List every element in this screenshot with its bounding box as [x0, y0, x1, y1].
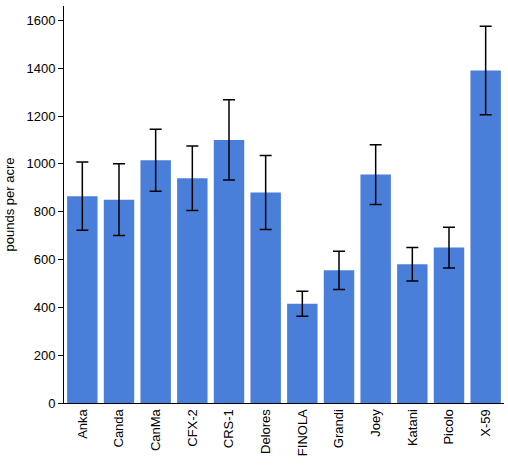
- svg-text:1400: 1400: [26, 61, 55, 76]
- svg-text:Canda: Canda: [111, 408, 126, 447]
- svg-text:CanMa: CanMa: [148, 408, 163, 451]
- svg-text:CFX-2: CFX-2: [185, 409, 200, 447]
- svg-text:800: 800: [34, 204, 56, 219]
- svg-text:FINOLA: FINOLA: [295, 409, 310, 456]
- svg-text:600: 600: [34, 252, 56, 267]
- svg-text:Delores: Delores: [258, 409, 273, 454]
- svg-text:X-59: X-59: [478, 409, 493, 436]
- svg-text:Anka: Anka: [75, 408, 90, 438]
- svg-text:pounds per acre: pounds per acre: [2, 158, 17, 252]
- svg-text:1600: 1600: [26, 13, 55, 28]
- svg-text:Joey: Joey: [368, 409, 383, 437]
- svg-text:Picolo: Picolo: [441, 409, 456, 444]
- svg-text:1200: 1200: [26, 109, 55, 124]
- svg-text:400: 400: [34, 300, 56, 315]
- svg-text:Grandi: Grandi: [331, 409, 346, 448]
- svg-text:1000: 1000: [26, 156, 55, 171]
- svg-text:CRS-1: CRS-1: [221, 409, 236, 448]
- svg-text:Katani: Katani: [405, 409, 420, 446]
- svg-text:0: 0: [48, 396, 55, 411]
- svg-text:200: 200: [34, 348, 56, 363]
